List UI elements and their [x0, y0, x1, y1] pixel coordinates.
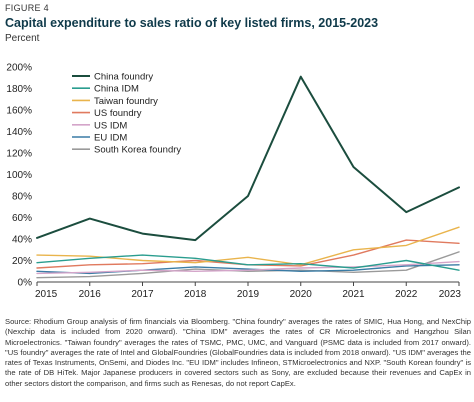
- legend-label: EU IDM: [94, 133, 127, 144]
- line-chart: 0% 20% 40% 60% 80% 100% 120% 140% 160% 180% 200% 20…: [6, 63, 461, 301]
- series-line-taiwan-foundry: [36, 226, 460, 266]
- legend-label: US IDM: [94, 120, 127, 131]
- y-tick-label: 180%: [6, 84, 32, 95]
- y-tick-label: 0%: [18, 278, 33, 289]
- series-line-south-korea-foundry: [36, 251, 460, 279]
- chart-axes: 0% 20% 40% 60% 80% 100% 120% 140% 160% 180% 200% 20…: [6, 63, 461, 301]
- y-tick-label: 80%: [12, 192, 32, 203]
- legend-label: South Korea foundry: [94, 145, 181, 156]
- legend-label: China IDM: [94, 84, 139, 95]
- chart-series: [36, 75, 460, 279]
- y-tick-label: 120%: [6, 149, 32, 160]
- figure-label: FIGURE 4: [5, 3, 49, 13]
- x-tick-label: 2017: [131, 289, 154, 300]
- series-line-china-idm: [36, 254, 460, 271]
- y-tick-label: 20%: [12, 256, 32, 267]
- series-line-china-foundry: [36, 75, 460, 242]
- source-note: Source: Rhodium Group analysis of firm f…: [5, 317, 471, 388]
- x-tick-label: 2020: [290, 289, 313, 300]
- legend-label: Taiwan foundry: [94, 96, 158, 107]
- x-tick-label: 2018: [184, 289, 207, 300]
- y-tick-label: 60%: [12, 213, 32, 224]
- x-tick-label: 2023: [439, 289, 462, 300]
- y-tick-label: 160%: [6, 106, 32, 117]
- y-tick-label: 40%: [12, 235, 32, 246]
- legend-label: US foundry: [94, 108, 142, 119]
- x-tick-label: 2019: [237, 289, 260, 300]
- series-line-eu-idm: [36, 264, 460, 275]
- x-tick-label: 2016: [79, 289, 102, 300]
- legend-label: China foundry: [94, 72, 153, 83]
- series-line-us-foundry: [36, 239, 460, 269]
- y-tick-label: 100%: [6, 170, 32, 181]
- y-tick-label: 140%: [6, 127, 32, 138]
- y-tick-label: 200%: [6, 63, 32, 74]
- unit-label: Percent: [5, 33, 40, 44]
- x-tick-label: 2015: [35, 289, 58, 300]
- series-line-us-idm: [36, 260, 460, 275]
- chart-title: Capital expenditure to sales ratio of ke…: [5, 16, 379, 30]
- x-tick-label: 2022: [395, 289, 418, 300]
- x-tick-label: 2021: [342, 289, 365, 300]
